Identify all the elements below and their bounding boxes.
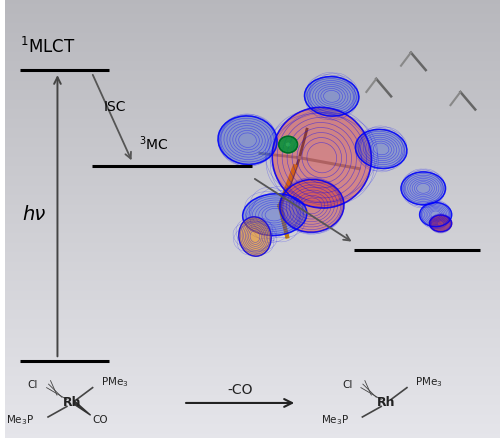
- Text: PMe$_3$: PMe$_3$: [415, 375, 442, 389]
- Text: $^1$MLCT: $^1$MLCT: [20, 37, 76, 57]
- Ellipse shape: [356, 129, 407, 169]
- Text: $^3$MC: $^3$MC: [138, 135, 168, 153]
- Text: CO: CO: [92, 416, 108, 425]
- Ellipse shape: [401, 172, 446, 205]
- Text: ISC: ISC: [104, 100, 126, 114]
- Text: hν: hν: [22, 205, 46, 224]
- Ellipse shape: [278, 136, 297, 153]
- Polygon shape: [75, 401, 90, 415]
- Text: Me$_3$P: Me$_3$P: [321, 413, 349, 427]
- Text: Cl: Cl: [28, 380, 38, 389]
- Text: Rh: Rh: [62, 396, 81, 410]
- Text: Cl: Cl: [342, 380, 352, 389]
- Ellipse shape: [272, 107, 372, 208]
- Text: Rh: Rh: [377, 396, 396, 410]
- Ellipse shape: [242, 194, 307, 236]
- Ellipse shape: [304, 77, 359, 116]
- Text: PMe$_3$: PMe$_3$: [100, 375, 128, 389]
- Ellipse shape: [280, 180, 344, 232]
- Ellipse shape: [218, 116, 277, 164]
- Ellipse shape: [420, 202, 452, 227]
- Ellipse shape: [430, 215, 452, 232]
- Text: -CO: -CO: [228, 383, 253, 397]
- Ellipse shape: [239, 217, 271, 256]
- Text: Me$_3$P: Me$_3$P: [6, 413, 34, 427]
